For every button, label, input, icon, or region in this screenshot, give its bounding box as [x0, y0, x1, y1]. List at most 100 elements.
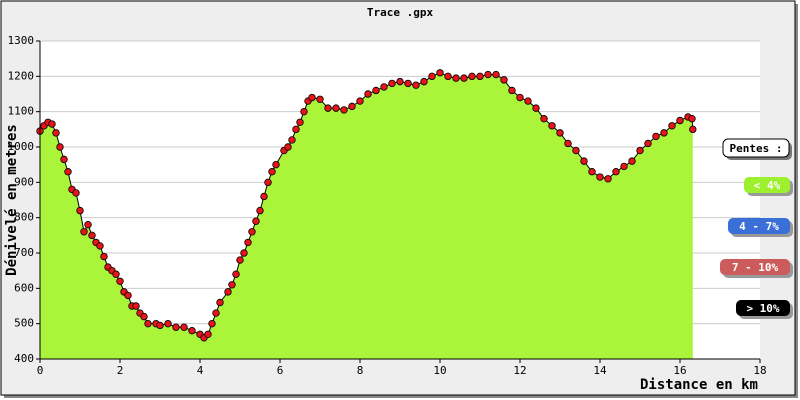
point	[224, 288, 232, 296]
y-tick-label: 1200	[8, 69, 35, 82]
point	[268, 168, 276, 176]
x-tick-label: 14	[593, 364, 607, 377]
point	[380, 83, 388, 91]
point	[324, 104, 332, 112]
point	[188, 327, 196, 335]
point	[272, 160, 280, 169]
point	[236, 256, 244, 264]
point	[100, 252, 108, 261]
point	[364, 90, 372, 98]
point	[300, 107, 308, 116]
y-tick-label: 400	[14, 352, 34, 365]
legend-swatch	[744, 177, 790, 193]
y-tick-label: 1000	[8, 140, 35, 153]
legend-label: 7 - 10%	[732, 261, 779, 274]
point	[72, 189, 80, 197]
point	[484, 70, 492, 79]
point	[452, 74, 460, 82]
x-tick-label: 2	[117, 364, 124, 377]
point	[596, 173, 604, 181]
point	[668, 122, 676, 130]
point	[476, 72, 484, 81]
y-tick-label: 900	[14, 175, 34, 188]
point	[356, 97, 364, 105]
x-tick-label: 10	[433, 364, 446, 377]
x-tick-label: 4	[197, 364, 204, 377]
x-tick-label: 6	[277, 364, 284, 377]
point	[172, 323, 180, 331]
point	[308, 93, 316, 102]
y-tick-label: 1300	[8, 34, 35, 47]
point	[540, 115, 548, 123]
point	[532, 104, 540, 112]
point	[208, 319, 216, 328]
point	[688, 115, 696, 123]
legend-label: > 10%	[746, 302, 779, 315]
point	[284, 143, 292, 151]
y-axis-label: Dénivelé en metres	[4, 124, 20, 276]
point	[96, 242, 104, 250]
point	[628, 157, 636, 165]
x-tick-label: 8	[357, 364, 364, 377]
point	[436, 69, 444, 77]
point	[264, 178, 272, 187]
point	[340, 106, 348, 114]
point	[48, 120, 56, 128]
point	[388, 79, 396, 88]
legend-title: Pentes :	[730, 142, 783, 155]
x-axis-label: Distance en km	[640, 377, 758, 393]
point	[468, 72, 476, 81]
point	[164, 319, 172, 328]
area	[40, 72, 693, 360]
point	[460, 74, 468, 82]
point	[508, 86, 516, 95]
y-tick-label: 500	[14, 317, 34, 330]
point	[56, 143, 64, 151]
point	[612, 168, 620, 176]
point	[420, 77, 428, 86]
point	[84, 221, 92, 229]
legend-swatch	[728, 218, 790, 234]
point	[548, 122, 556, 130]
point	[500, 76, 508, 84]
point	[140, 312, 148, 321]
y-tick-label: 700	[14, 246, 34, 259]
point	[372, 86, 380, 95]
point	[240, 249, 248, 257]
x-tick-label: 18	[753, 364, 766, 377]
point	[292, 125, 300, 134]
x-tick-label: 0	[37, 364, 44, 377]
point	[288, 136, 296, 144]
point	[396, 77, 404, 86]
point	[516, 93, 524, 102]
point	[412, 81, 420, 89]
point	[116, 277, 124, 285]
point	[204, 330, 212, 338]
point	[296, 118, 304, 126]
point	[564, 139, 572, 148]
point	[228, 281, 236, 289]
point	[256, 206, 264, 215]
point	[88, 231, 96, 240]
point	[76, 206, 84, 215]
point	[444, 72, 452, 81]
point	[604, 175, 612, 183]
point	[644, 139, 652, 148]
legend-label: 4 - 7%	[739, 220, 779, 233]
y-tick-label: 600	[14, 281, 34, 294]
point	[492, 70, 500, 79]
point	[216, 298, 224, 307]
point	[524, 97, 532, 105]
point	[332, 104, 340, 112]
x-tick-label: 16	[673, 364, 686, 377]
point	[404, 79, 412, 88]
point	[676, 116, 684, 125]
point	[232, 270, 240, 278]
y-tick-label: 1100	[8, 105, 35, 118]
legend-swatch	[736, 300, 790, 316]
point	[80, 228, 88, 236]
point	[636, 146, 644, 155]
point	[580, 157, 588, 165]
point	[248, 228, 256, 236]
